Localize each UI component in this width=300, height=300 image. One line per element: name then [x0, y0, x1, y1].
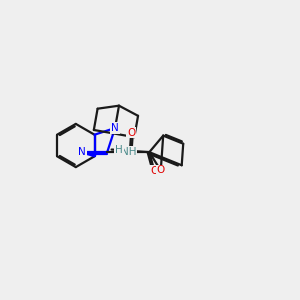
Text: NH: NH [121, 147, 136, 157]
Text: O: O [157, 166, 165, 176]
Text: H: H [115, 145, 123, 154]
Text: O: O [150, 166, 158, 176]
Text: O: O [127, 128, 135, 137]
Text: N: N [78, 147, 86, 157]
Text: N: N [111, 123, 119, 133]
